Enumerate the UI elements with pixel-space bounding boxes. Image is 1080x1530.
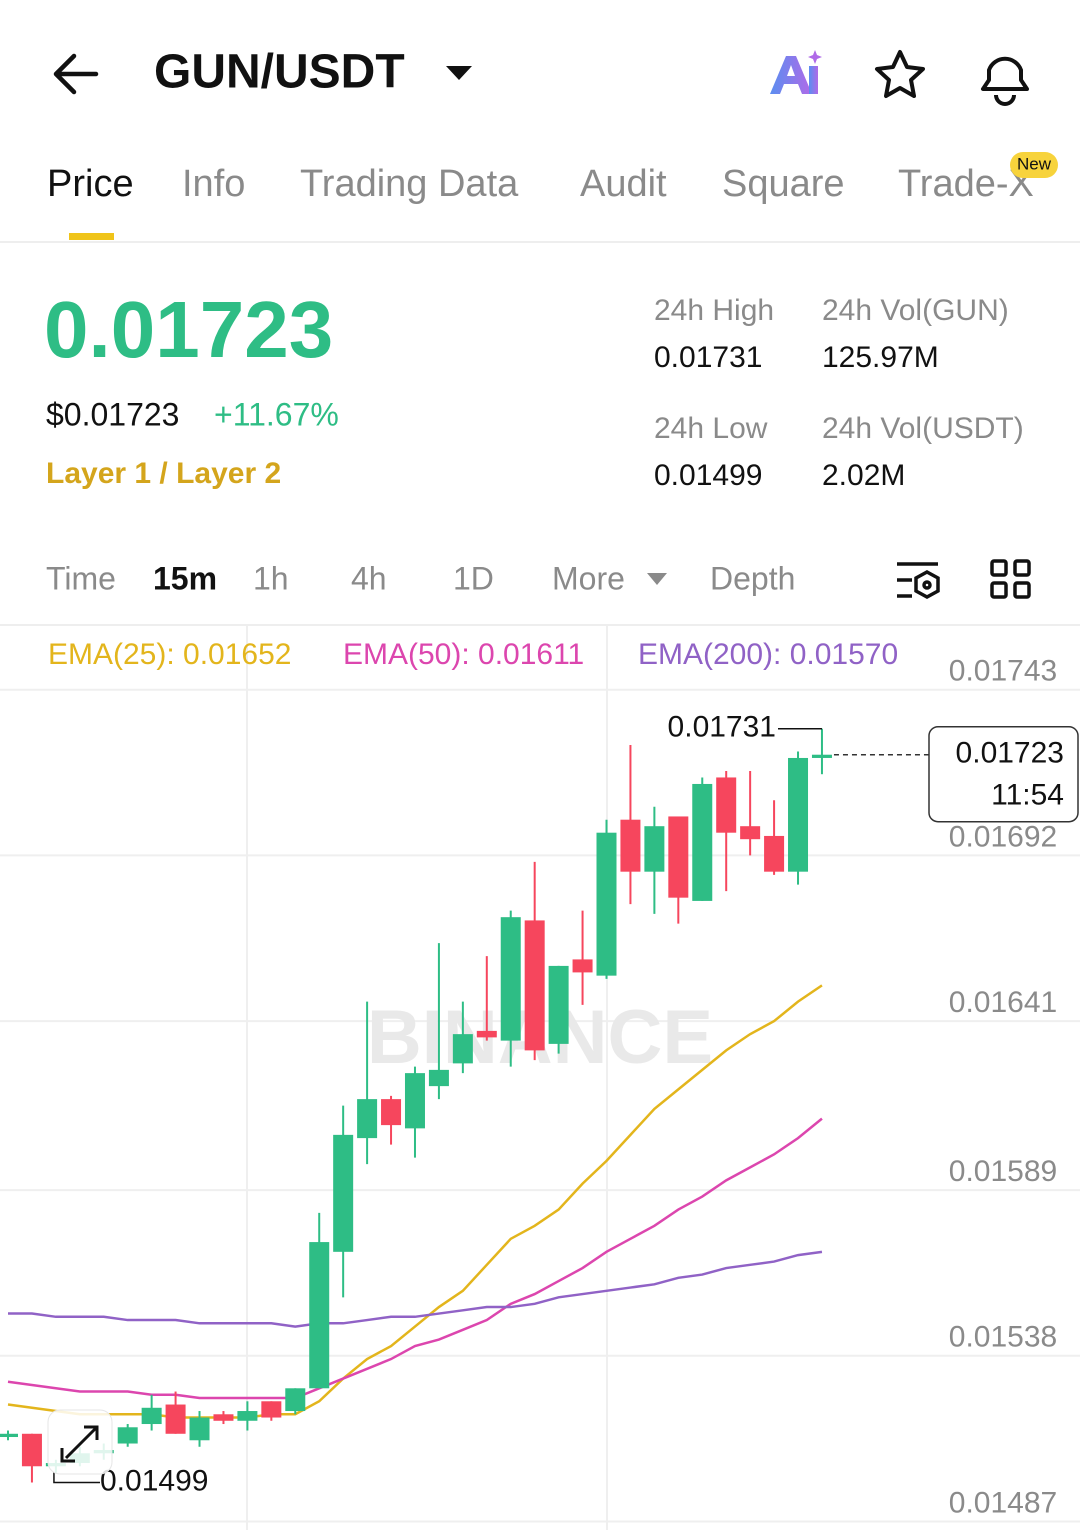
candle-body: [692, 783, 713, 901]
stat-value: 2.02M: [822, 459, 905, 492]
expand-button[interactable]: [47, 1409, 113, 1475]
stat-value: 0.01731: [654, 341, 762, 374]
candle-body: [213, 1414, 234, 1421]
stat-value: 0.01499: [654, 459, 762, 492]
candle-body: [572, 959, 593, 973]
candle-body: [811, 754, 832, 758]
candle-body: [165, 1404, 186, 1434]
tab-indicator: [69, 233, 114, 240]
candle-body: [596, 832, 617, 976]
candle-body: [189, 1417, 210, 1441]
tab[interactable]: Trading Data: [300, 163, 519, 205]
tab[interactable]: Info: [182, 163, 245, 205]
low-label: 0.01499: [100, 1464, 208, 1497]
candle-body: [404, 1073, 425, 1129]
candle-body: [309, 1242, 330, 1389]
candle-body: [668, 816, 689, 898]
y-tick-label: 0.01538: [949, 1321, 1057, 1354]
candle-body: [524, 920, 545, 1051]
candle-body: [716, 777, 737, 833]
favorite-button[interactable]: [875, 50, 925, 98]
candle-body: [452, 1034, 473, 1064]
legend-entry: EMA(50): 0.01611: [343, 638, 584, 671]
tab[interactable]: Audit: [580, 163, 667, 205]
more-caret: [647, 573, 667, 585]
interval[interactable]: More: [552, 560, 625, 596]
category-tag[interactable]: Layer 1 / Layer 2: [46, 457, 281, 490]
candle-body: [764, 835, 785, 872]
interval[interactable]: Time: [46, 560, 116, 596]
interval[interactable]: 1h: [253, 560, 289, 596]
new-badge: New: [1017, 154, 1052, 173]
candle-body: [476, 1030, 497, 1038]
price-tag-countdown: 11:54: [991, 779, 1064, 812]
divider: [0, 241, 1080, 243]
candle-body: [21, 1433, 42, 1467]
stat-label: 24h High: [654, 294, 774, 327]
ema-line: [8, 1250, 823, 1328]
candle-body: [0, 1433, 18, 1438]
price-change: +11.67%: [214, 396, 339, 432]
layout-button[interactable]: [990, 559, 1031, 599]
last-price: 0.01723: [44, 285, 333, 374]
candle-body: [261, 1401, 282, 1418]
legend-entry: EMA(25): 0.01652: [48, 638, 291, 671]
interval[interactable]: 15m: [153, 560, 217, 596]
usd-price: $0.01723: [46, 396, 179, 432]
candle-body: [141, 1407, 162, 1425]
high-label: 0.01731: [668, 711, 776, 744]
tab[interactable]: Price: [47, 163, 134, 205]
pair-dropdown[interactable]: [446, 66, 472, 80]
y-tick-label: 0.01743: [949, 655, 1057, 688]
interval[interactable]: 4h: [351, 560, 387, 596]
new-badge-bg: [1010, 152, 1058, 178]
indicator-settings[interactable]: [897, 562, 940, 599]
tab[interactable]: Square: [722, 163, 845, 205]
candle-body: [357, 1099, 378, 1139]
y-tick-label: 0.01692: [949, 820, 1057, 853]
alert-button[interactable]: [981, 56, 1029, 106]
candle-body: [285, 1388, 306, 1412]
candle-body: [740, 826, 761, 840]
plot: [0, 728, 832, 1483]
back-button[interactable]: [53, 53, 99, 95]
interval[interactable]: 1D: [453, 560, 494, 596]
interval[interactable]: Depth: [710, 560, 795, 596]
candle-body: [117, 1427, 138, 1444]
low-leader: [53, 1472, 100, 1484]
price-tag-box: [928, 725, 1079, 823]
candle-body: [333, 1134, 354, 1252]
stat-label: 24h Vol(GUN): [822, 294, 1009, 327]
legend-entry: EMA(200): 0.01570: [638, 638, 898, 671]
price-tag-value: 0.01723: [956, 737, 1064, 770]
stat-label: 24h Vol(USDT): [822, 412, 1024, 445]
y-tick-label: 0.01487: [949, 1486, 1057, 1519]
candle-body: [500, 917, 521, 1041]
pair-title[interactable]: GUN/USDT: [154, 46, 405, 99]
candle-body: [428, 1069, 449, 1087]
stat-value: 125.97M: [822, 341, 939, 374]
candle-body: [644, 826, 665, 872]
ema-line: [7, 1117, 823, 1400]
candle-body: [620, 819, 641, 872]
stat-label: 24h Low: [654, 412, 768, 445]
candle-body: [237, 1411, 258, 1421]
candle-body: [788, 757, 809, 872]
candle-body: [548, 965, 569, 1044]
divider: [0, 624, 1080, 626]
ai-button[interactable]: [770, 50, 822, 94]
grid: [0, 626, 1080, 1530]
y-tick-label: 0.01641: [949, 986, 1057, 1019]
candle-body: [381, 1099, 402, 1126]
y-tick-label: 0.01589: [949, 1155, 1057, 1188]
overlay: 0.01743 0.01692 0.01641 0.01589 0.01538 0.014…: [53, 655, 1079, 1519]
